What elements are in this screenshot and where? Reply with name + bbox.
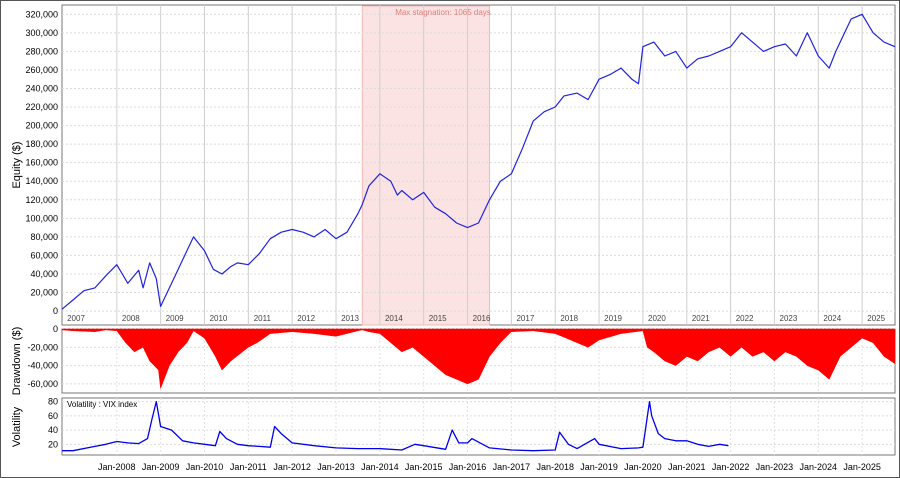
x-tick-label: Jan-2017 [493,462,531,472]
drawdown-layer: 0 -20,000 -40,000 -60,000 [27,324,896,393]
year-label: 2013 [341,314,359,323]
year-label: 2008 [122,314,140,323]
equity-y-tick-label: 0 [53,306,58,316]
x-tick-label: Jan-2025 [843,462,881,472]
stagnation-band [361,5,490,326]
x-tick-label: Jan-2024 [800,462,838,472]
equity-y-tick-label: 300,000 [25,28,58,38]
equity-y-tick-label: 280,000 [25,46,58,56]
equity-y-tick-label: 160,000 [25,158,58,168]
x-tick-label: Jan-2012 [273,462,311,472]
drawdown-y-tick-label: -40,000 [27,361,58,371]
x-tick-label: Jan-2011 [230,462,267,472]
volatility-y-tick-label: 80 [48,397,58,407]
year-label: 2015 [429,314,447,323]
volatility-y-tick-label: 40 [48,425,58,435]
equity-y-tick-label: 100,000 [25,213,58,223]
year-label: 2022 [736,314,754,323]
year-label: 2025 [867,314,885,323]
x-tick-label: Jan-2020 [624,462,662,472]
year-label: 2012 [297,314,315,323]
x-tick-label: Jan-2023 [756,462,794,472]
equity-line [61,13,896,310]
volatility-legend: Volatility : VIX index [67,400,137,409]
drawdown-y-tick-label: 0 [53,324,58,334]
stagnation-annotation: Max stagnation: 1065 days [395,8,491,17]
year-label: 2017 [516,314,534,323]
vix-line [62,400,729,452]
x-tick-label: Jan-2009 [142,462,180,472]
x-tick-label: Jan-2015 [405,462,443,472]
equity-y-tick-label: 80,000 [30,232,58,242]
x-tick-label: Jan-2019 [580,462,618,472]
volatility-y-tick-label: 60 [48,411,58,421]
year-label: 2009 [166,314,184,323]
x-tick-label: Jan-2022 [712,462,750,472]
year-label: 2011 [254,314,272,323]
x-tick-label: Jan-2021 [668,462,706,472]
equity-y-tick-label: 200,000 [25,121,58,131]
equity-y-tick-label: 320,000 [25,9,58,19]
drawdown-y-tick-label: -20,000 [27,342,58,352]
volatility-y-tick-label: 20 [48,439,58,449]
year-label: 2024 [823,314,841,323]
year-label: 2014 [385,314,403,323]
year-label: 2019 [604,314,622,323]
x-tick-label: Jan-2013 [317,462,355,472]
drawdown-axis-label: Drawdown ($) [11,327,23,395]
equity-y-tick-label: 180,000 [25,139,58,149]
equity-y-tick-label: 260,000 [25,65,58,75]
equity-layer: 0 20,000 40,000 60,000 80,000 100,000 120,000 1… [25,5,896,326]
equity-y-tick-label: 20,000 [30,288,58,298]
equity-y-tick-label: 40,000 [30,269,58,279]
equity-y-tick-label: 140,000 [25,176,58,186]
x-tick-label: Jan-2018 [536,462,574,472]
volatility-axis-label: Volatility [11,406,23,447]
year-label: 2018 [560,314,578,323]
x-tick-label: Jan-2014 [361,462,399,472]
year-label: 2023 [780,314,798,323]
equity-y-tick-label: 60,000 [30,250,58,260]
drawdown-area [61,328,896,389]
volatility-layer: 20 40 60 80 Jan-2008 Jan-2009 Jan-2010 Jan-2011… [48,397,895,472]
x-tick-label: Jan-2008 [98,462,136,472]
year-label: 2007 [67,314,85,323]
equity-y-tick-label: 220,000 [25,102,58,112]
year-label: 2016 [473,314,491,323]
equity-y-tick-label: 240,000 [25,83,58,93]
x-tick-label: Jan-2010 [186,462,224,472]
volatility-panel [61,397,896,456]
year-label: 2010 [210,314,228,323]
equity-y-tick-label: 120,000 [25,195,58,205]
year-label: 2021 [692,314,710,323]
year-label: 2020 [648,314,666,323]
x-tick-label: Jan-2016 [449,462,487,472]
drawdown-y-tick-label: -60,000 [27,379,58,389]
equity-axis-label: Equity ($) [11,141,23,188]
